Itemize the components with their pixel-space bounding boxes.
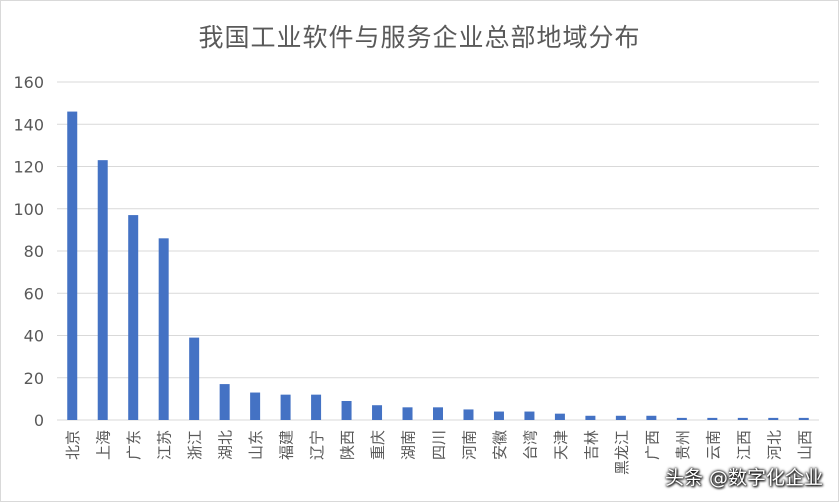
x-tick-label: 山西 (796, 430, 814, 460)
bar (311, 394, 322, 420)
bar (250, 392, 261, 420)
x-tick-label: 上海 (95, 430, 113, 460)
bar (189, 337, 200, 420)
x-tick-label: 台湾 (521, 430, 539, 460)
x-tick-label: 天津 (552, 430, 570, 460)
x-tick-label: 河南 (460, 430, 478, 460)
x-tick-label: 浙江 (186, 430, 204, 460)
bar (646, 415, 657, 420)
y-tick-label: 60 (24, 284, 44, 303)
y-tick-label: 120 (13, 158, 44, 177)
bar (433, 407, 443, 420)
bar (676, 417, 687, 420)
bar (737, 417, 748, 420)
x-tick-label: 吉林 (582, 430, 600, 460)
x-tick-label: 四川 (430, 430, 448, 460)
y-tick-label: 100 (13, 200, 44, 219)
bar (67, 111, 78, 420)
y-tick-label: 140 (13, 115, 44, 134)
bar (372, 405, 383, 420)
x-tick-label: 安徽 (491, 430, 509, 460)
bar (341, 400, 352, 420)
bar (615, 415, 626, 420)
y-tick-label: 80 (24, 242, 44, 261)
x-tick-label: 湖南 (400, 430, 418, 460)
bar (798, 417, 809, 420)
bar (402, 407, 413, 420)
x-tick-label: 重庆 (369, 430, 387, 460)
bar (97, 160, 108, 420)
bar (493, 411, 504, 420)
bar (128, 215, 139, 420)
bar (280, 394, 291, 420)
x-tick-label: 广东 (125, 430, 143, 460)
x-tick-label: 河北 (765, 430, 783, 460)
bar (554, 413, 565, 420)
x-tick-label: 江苏 (156, 430, 174, 460)
x-tick-label: 贵州 (674, 430, 692, 460)
x-tick-label: 湖北 (217, 430, 235, 460)
x-tick-label: 辽宁 (308, 430, 326, 460)
y-tick-label: 0 (34, 411, 44, 430)
y-tick-label: 40 (24, 327, 44, 346)
watermark: 头条 @数字化企业 (664, 467, 823, 489)
y-tick-label: 160 (13, 73, 44, 92)
x-tick-label: 黑龙江 (613, 430, 631, 475)
bar (158, 238, 169, 420)
bar (768, 417, 779, 420)
x-tick-label: 陕西 (339, 430, 357, 460)
bar (585, 415, 596, 420)
x-tick-label: 山东 (247, 430, 265, 460)
chart-title: 我国工业软件与服务企业总部地域分布 (198, 23, 641, 52)
y-tick-label: 20 (24, 369, 44, 388)
bar (219, 384, 230, 420)
x-tick-label: 云南 (704, 430, 722, 460)
x-tick-label: 广西 (643, 430, 661, 460)
bar (463, 409, 474, 420)
x-tick-label: 江西 (735, 430, 753, 460)
bar (707, 417, 718, 420)
bar (524, 411, 535, 420)
x-tick-label: 福建 (278, 430, 296, 460)
x-tick-label: 北京 (64, 430, 82, 460)
